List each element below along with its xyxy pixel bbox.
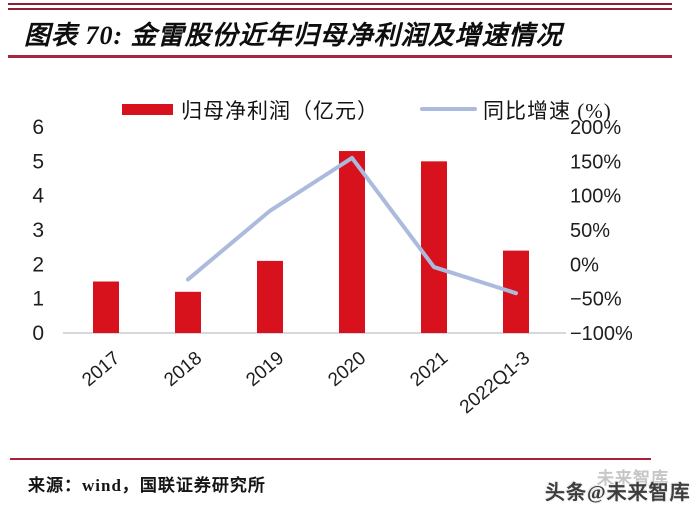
top-double-rule-2 bbox=[8, 8, 672, 10]
x-axis-label-2022Q1-3: 2022Q1-3 bbox=[456, 348, 534, 418]
legend-bar-label: 归母净利润（亿元） bbox=[181, 99, 379, 123]
source-line: 来源：wind，国联证券研究所 bbox=[28, 476, 266, 495]
x-axis-label-2017: 2017 bbox=[78, 348, 124, 391]
right-axis-tick: 100% bbox=[570, 186, 621, 208]
figure-title: 图表 70: 金雷股份近年归母净利润及增速情况 bbox=[24, 21, 563, 50]
watermark-ghost: 未来智库 bbox=[597, 469, 669, 488]
left-axis-tick: 6 bbox=[32, 116, 44, 139]
x-axis-label-2018: 2018 bbox=[160, 348, 206, 391]
bar-2019 bbox=[257, 260, 283, 333]
right-axis-tick: 200% bbox=[570, 117, 621, 139]
top-double-rule-1 bbox=[8, 3, 672, 5]
right-axis-tick: 0% bbox=[570, 254, 599, 276]
left-axis-tick: 2 bbox=[32, 253, 44, 276]
bar-2020 bbox=[339, 151, 365, 333]
right-axis-tick: 150% bbox=[570, 151, 621, 173]
watermark: 头条@未来智库 bbox=[545, 482, 691, 504]
x-axis-label-2020: 2020 bbox=[324, 348, 370, 391]
growth-line bbox=[186, 155, 518, 296]
left-axis-tick: 4 bbox=[32, 185, 44, 208]
left-axis-tick: 1 bbox=[32, 288, 44, 311]
right-axis-tick: −100% bbox=[570, 323, 633, 345]
right-axis-tick: −50% bbox=[570, 289, 622, 311]
legend-line-label: 同比增速 (%) bbox=[483, 99, 612, 123]
left-axis-tick: 3 bbox=[32, 219, 44, 242]
bar-2017 bbox=[93, 281, 119, 333]
left-axis-tick: 5 bbox=[32, 150, 44, 173]
bar-2018 bbox=[175, 291, 201, 333]
title-underline-rule bbox=[8, 55, 672, 58]
x-axis-label-2021: 2021 bbox=[406, 348, 452, 391]
legend-line-swatch bbox=[420, 107, 477, 111]
footer-rule bbox=[10, 458, 651, 460]
x-axis-label-2019: 2019 bbox=[242, 348, 288, 391]
left-axis-tick: 0 bbox=[32, 322, 44, 345]
right-axis-tick: 50% bbox=[570, 220, 610, 242]
legend-bar-swatch bbox=[122, 104, 173, 115]
bar-2021 bbox=[421, 161, 447, 333]
combo-chart: 6 5 4 3 2 1 0 200% 150% 100% 50% 0% −50% −100% 2017 201… bbox=[32, 116, 633, 418]
